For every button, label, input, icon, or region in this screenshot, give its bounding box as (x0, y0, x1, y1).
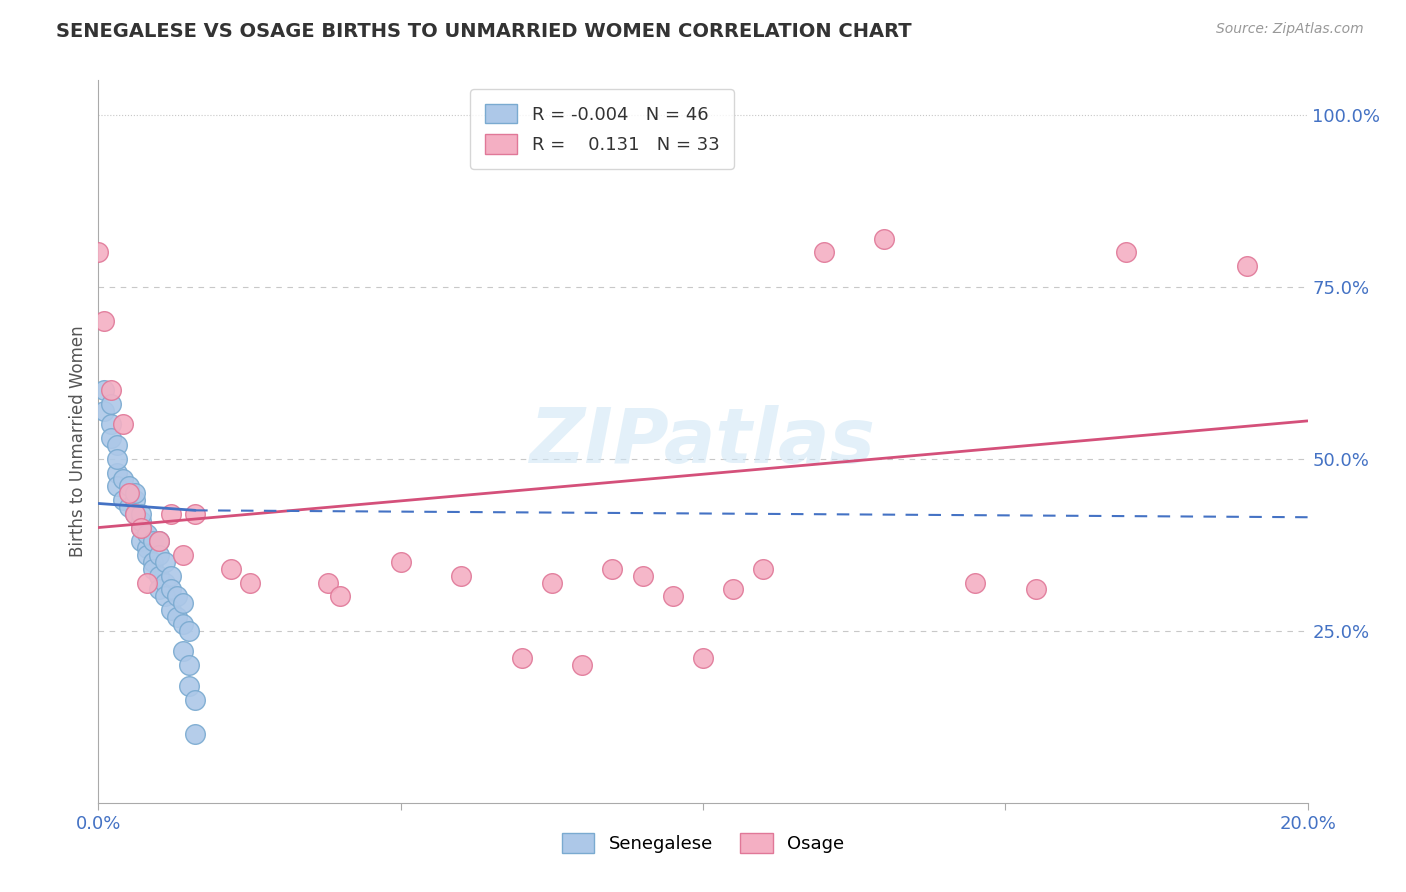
Point (179, 658, 201, 673)
Point (142, 562, 165, 576)
Point (111, 472, 134, 486)
Point (129, 534, 152, 549)
Point (100, 397, 122, 411)
Point (148, 568, 170, 582)
Point (118, 486, 141, 500)
Point (87, 245, 110, 260)
Point (692, 651, 714, 665)
Point (142, 555, 165, 569)
Point (100, 417, 122, 432)
Point (450, 568, 472, 582)
Legend: Senegalese, Osage: Senegalese, Osage (550, 821, 856, 866)
Point (221, 562, 243, 576)
Point (153, 575, 176, 590)
Point (813, 245, 835, 260)
Point (316, 575, 339, 590)
Point (179, 679, 201, 693)
Point (661, 590, 683, 604)
Point (105, 438, 128, 452)
Point (752, 562, 775, 576)
Point (93, 383, 115, 397)
Point (142, 534, 165, 549)
Point (129, 514, 152, 528)
Point (135, 527, 157, 541)
Point (124, 507, 146, 521)
Point (135, 575, 157, 590)
Point (129, 507, 152, 521)
Point (111, 493, 134, 508)
Text: SENEGALESE VS OSAGE BIRTHS TO UNMARRIED WOMEN CORRELATION CHART: SENEGALESE VS OSAGE BIRTHS TO UNMARRIED … (56, 22, 912, 41)
Text: ZIPatlas: ZIPatlas (530, 405, 876, 478)
Point (1236, 259, 1258, 273)
Point (172, 548, 194, 562)
Point (105, 451, 128, 466)
Point (160, 568, 183, 582)
Point (1024, 582, 1046, 597)
Point (148, 582, 170, 597)
Y-axis label: Births to Unmarried Women: Births to Unmarried Women (69, 326, 87, 558)
Point (148, 534, 170, 549)
Point (148, 534, 170, 549)
Point (129, 520, 152, 534)
Point (160, 507, 183, 521)
Point (172, 644, 194, 658)
Point (153, 590, 176, 604)
Point (93, 403, 115, 417)
Point (129, 520, 152, 534)
Point (166, 610, 188, 624)
Point (105, 479, 128, 493)
Point (510, 651, 533, 665)
Point (100, 383, 122, 397)
Point (723, 582, 745, 597)
Point (118, 479, 141, 493)
Point (93, 314, 115, 328)
Point (172, 616, 194, 631)
Point (148, 548, 170, 562)
Point (571, 658, 593, 673)
Point (172, 596, 194, 610)
Point (873, 231, 896, 245)
Point (124, 507, 146, 521)
Point (105, 466, 128, 480)
Point (166, 590, 188, 604)
Point (965, 575, 987, 590)
Point (329, 590, 352, 604)
Point (184, 692, 207, 706)
Point (239, 575, 262, 590)
Point (135, 541, 157, 556)
Point (160, 603, 183, 617)
Point (631, 568, 654, 582)
Point (124, 486, 146, 500)
Point (111, 417, 134, 432)
Point (1115, 245, 1137, 260)
Point (184, 507, 207, 521)
Point (160, 582, 183, 597)
Point (100, 431, 122, 445)
Point (602, 562, 624, 576)
Point (540, 575, 562, 590)
Point (135, 548, 157, 562)
Point (389, 555, 412, 569)
Point (184, 727, 207, 741)
Point (118, 500, 141, 514)
Point (179, 624, 201, 638)
Point (124, 493, 146, 508)
Text: Source: ZipAtlas.com: Source: ZipAtlas.com (1216, 22, 1364, 37)
Point (153, 555, 176, 569)
